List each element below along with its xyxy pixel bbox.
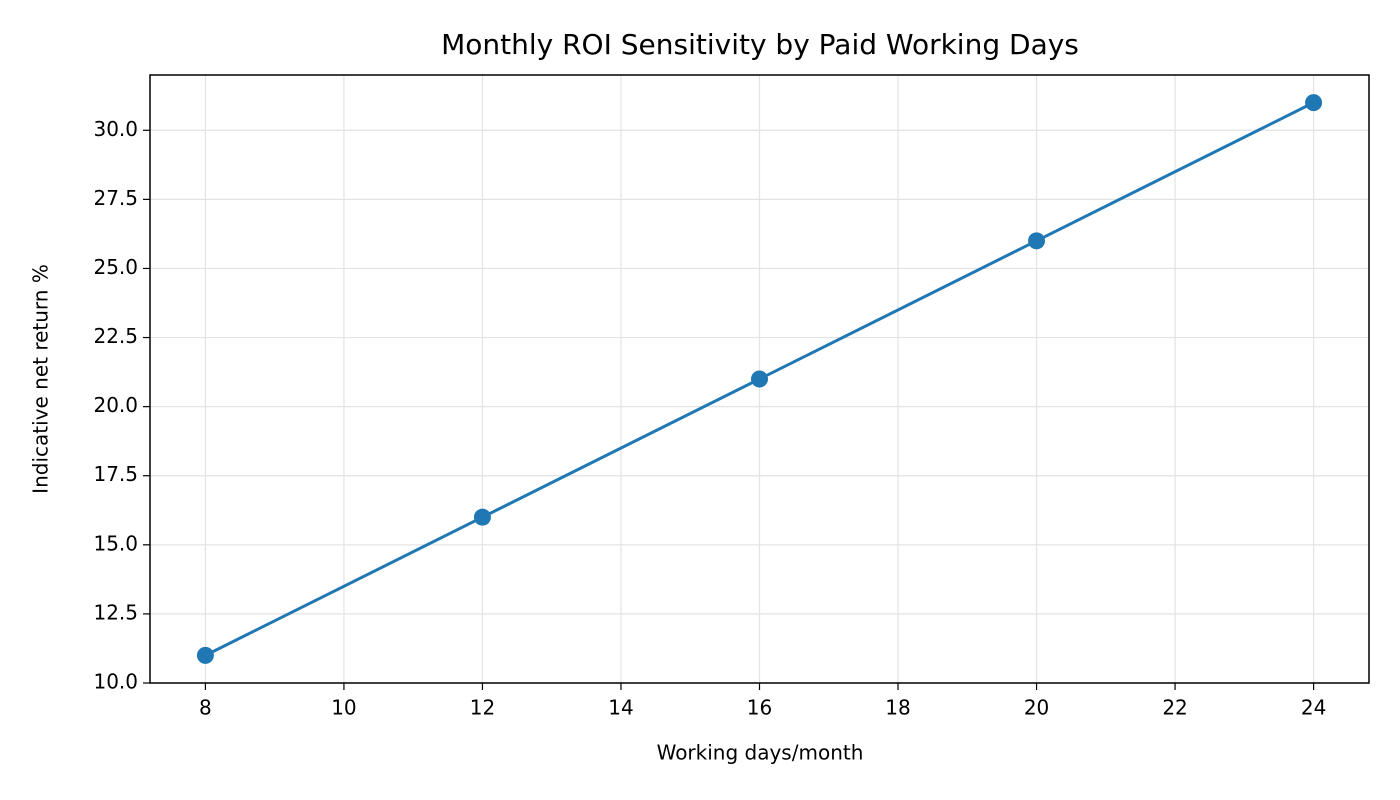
x-tick-label: 20 <box>1024 696 1049 720</box>
x-tick-label: 16 <box>747 696 772 720</box>
y-tick-label: 17.5 <box>93 462 138 486</box>
y-tick-label: 27.5 <box>93 186 138 210</box>
marker <box>1305 94 1323 112</box>
x-tick-label: 12 <box>470 696 495 720</box>
marker <box>196 646 214 664</box>
y-tick-label: 22.5 <box>93 324 138 348</box>
x-tick-label: 24 <box>1301 696 1326 720</box>
y-tick-label: 30.0 <box>93 117 138 141</box>
x-tick-label: 8 <box>199 696 212 720</box>
chart-title: Monthly ROI Sensitivity by Paid Working … <box>441 28 1079 61</box>
x-tick-label: 10 <box>331 696 356 720</box>
marker <box>473 508 491 526</box>
y-axis-label: Indicative net return % <box>29 264 53 494</box>
x-tick-label: 14 <box>608 696 633 720</box>
y-tick-label: 25.0 <box>93 255 138 279</box>
y-tick-label: 10.0 <box>93 670 138 694</box>
marker <box>751 370 768 388</box>
marker <box>1028 232 1046 250</box>
y-tick-label: 15.0 <box>93 531 138 555</box>
plot-frame <box>149 74 1370 684</box>
y-tick-label: 20.0 <box>93 393 138 417</box>
x-axis-label: Working days/month <box>657 741 864 765</box>
x-tick-label: 22 <box>1162 696 1187 720</box>
y-tick-label: 12.5 <box>93 600 138 624</box>
x-tick-label: 18 <box>885 696 910 720</box>
